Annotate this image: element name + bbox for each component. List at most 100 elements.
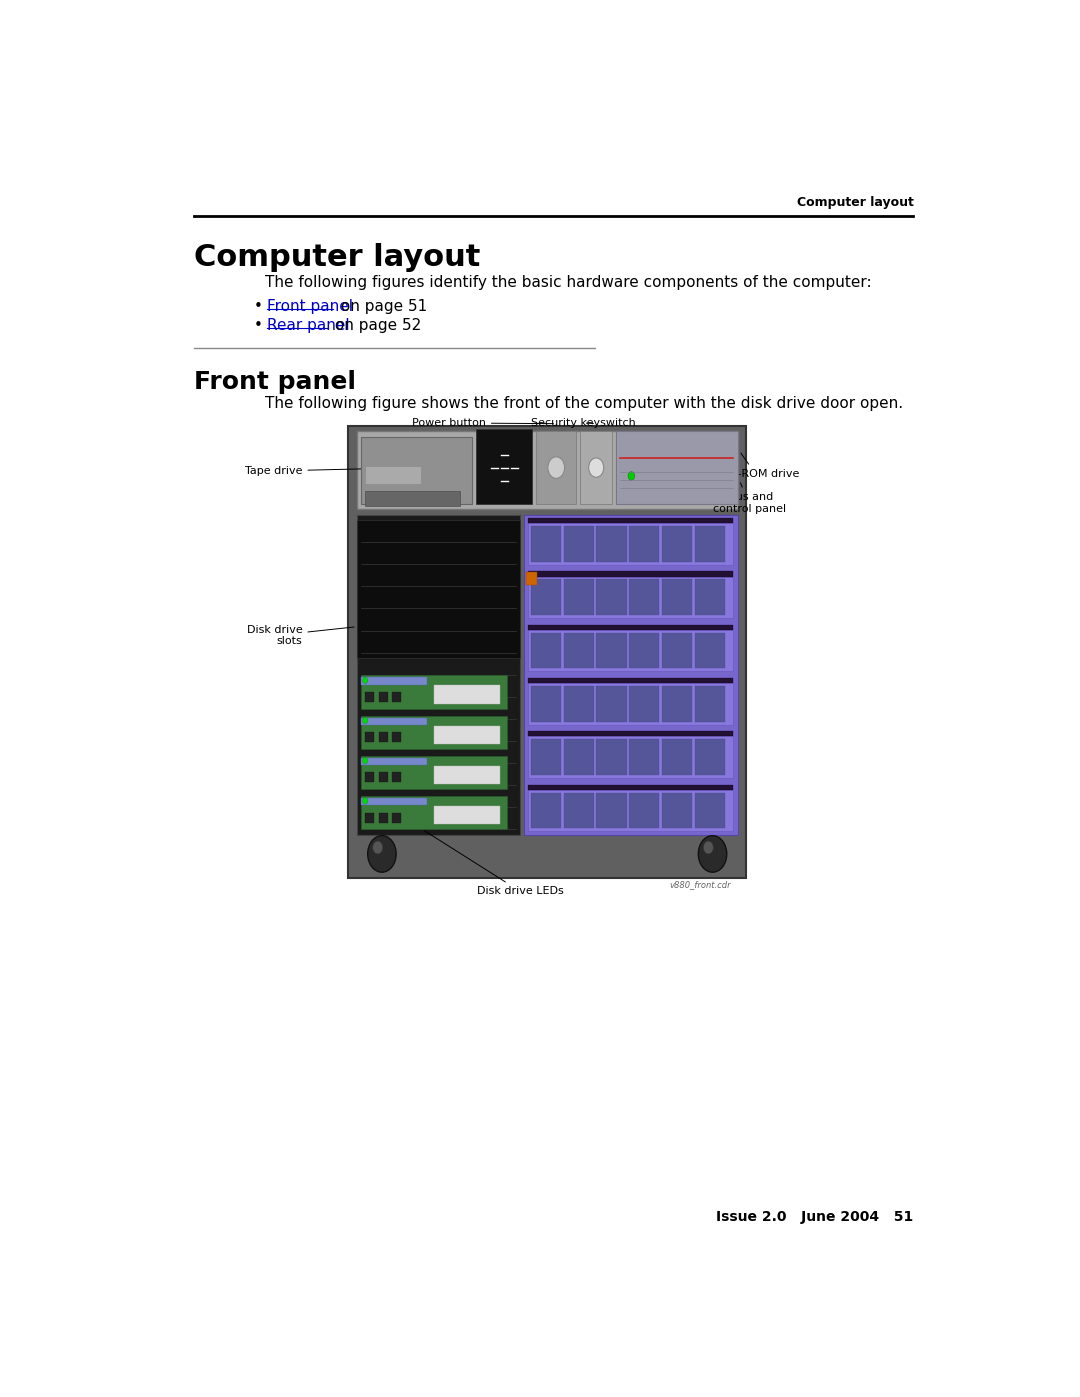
Bar: [528, 630, 733, 672]
Bar: [530, 739, 561, 775]
Circle shape: [589, 458, 604, 478]
Bar: [528, 678, 733, 683]
Text: Status and
control panel: Status and control panel: [713, 483, 785, 514]
Bar: [528, 732, 733, 736]
Bar: [530, 580, 561, 615]
Bar: [662, 739, 692, 775]
Bar: [528, 571, 733, 577]
Bar: [361, 715, 508, 749]
Bar: [564, 633, 594, 668]
Text: •: •: [254, 299, 262, 314]
Text: DVD-ROM drive: DVD-ROM drive: [713, 453, 799, 479]
Circle shape: [363, 717, 367, 724]
Text: on page 51: on page 51: [336, 299, 427, 314]
Text: Computer layout: Computer layout: [193, 243, 480, 272]
Bar: [349, 426, 746, 877]
Bar: [361, 798, 427, 805]
Bar: [694, 580, 725, 615]
Bar: [694, 686, 725, 721]
Bar: [528, 524, 733, 564]
Bar: [526, 573, 538, 585]
Bar: [662, 686, 692, 721]
Bar: [476, 429, 532, 504]
Bar: [392, 692, 401, 701]
Bar: [365, 492, 460, 506]
Bar: [361, 437, 472, 504]
Bar: [361, 757, 427, 766]
Circle shape: [363, 757, 367, 764]
Text: Security keyswitch: Security keyswitch: [531, 418, 636, 427]
Bar: [524, 514, 738, 834]
Circle shape: [548, 457, 565, 478]
Text: Front panel: Front panel: [193, 370, 355, 394]
Circle shape: [363, 798, 367, 805]
Bar: [564, 739, 594, 775]
Text: Issue 2.0   June 2004   51: Issue 2.0 June 2004 51: [716, 1210, 914, 1224]
Bar: [356, 432, 738, 510]
Text: The following figures identify the basic hardware components of the computer:: The following figures identify the basic…: [265, 275, 872, 291]
Bar: [596, 792, 626, 828]
Bar: [694, 739, 725, 775]
Bar: [365, 732, 375, 742]
Bar: [564, 580, 594, 615]
Text: Tape drive: Tape drive: [245, 467, 414, 476]
Bar: [564, 527, 594, 562]
Bar: [434, 806, 500, 824]
Bar: [392, 813, 401, 823]
Circle shape: [373, 841, 382, 854]
Bar: [434, 686, 500, 704]
Bar: [528, 683, 733, 725]
Bar: [365, 692, 375, 701]
Bar: [361, 675, 508, 708]
Bar: [528, 624, 733, 630]
Bar: [630, 580, 660, 615]
Bar: [580, 432, 612, 504]
Bar: [596, 633, 626, 668]
Bar: [379, 773, 388, 782]
Circle shape: [367, 835, 396, 872]
Bar: [662, 792, 692, 828]
Bar: [361, 796, 508, 830]
Bar: [617, 432, 738, 504]
Bar: [356, 520, 519, 658]
Bar: [365, 465, 421, 483]
Circle shape: [699, 835, 727, 872]
Bar: [537, 432, 576, 504]
Text: Computer layout: Computer layout: [797, 196, 914, 208]
Bar: [630, 792, 660, 828]
Bar: [528, 518, 733, 524]
Bar: [528, 736, 733, 778]
Text: •: •: [254, 319, 262, 334]
Circle shape: [627, 472, 635, 481]
Bar: [361, 756, 508, 789]
Text: on page 52: on page 52: [330, 319, 421, 334]
Text: Power button: Power button: [411, 418, 553, 427]
Bar: [596, 527, 626, 562]
Bar: [630, 686, 660, 721]
Bar: [392, 732, 401, 742]
Bar: [694, 527, 725, 562]
Bar: [630, 527, 660, 562]
Circle shape: [703, 841, 714, 854]
Bar: [596, 739, 626, 775]
Bar: [662, 580, 692, 615]
Text: Front panel: Front panel: [267, 299, 353, 314]
Bar: [379, 732, 388, 742]
Circle shape: [363, 678, 367, 683]
Bar: [596, 580, 626, 615]
Bar: [530, 633, 561, 668]
Bar: [379, 692, 388, 701]
Bar: [694, 633, 725, 668]
Text: Disk drive LEDs: Disk drive LEDs: [424, 831, 564, 897]
Text: v880_front.cdr: v880_front.cdr: [669, 880, 731, 888]
Bar: [365, 813, 375, 823]
Text: The following figure shows the front of the computer with the disk drive door op: The following figure shows the front of …: [265, 395, 903, 411]
Bar: [434, 766, 500, 784]
Bar: [361, 718, 427, 725]
Bar: [530, 686, 561, 721]
Text: Disk drive
slots: Disk drive slots: [246, 624, 354, 647]
Bar: [564, 792, 594, 828]
Bar: [662, 633, 692, 668]
Bar: [361, 678, 427, 685]
Bar: [564, 686, 594, 721]
